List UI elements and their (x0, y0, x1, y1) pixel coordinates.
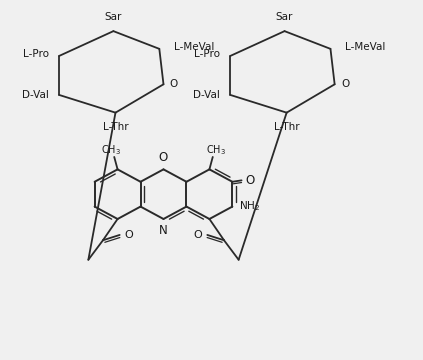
Text: L-Thr: L-Thr (274, 122, 299, 131)
Text: O: O (170, 79, 178, 89)
Text: O: O (341, 79, 349, 89)
Text: O: O (245, 174, 254, 186)
Text: Sar: Sar (276, 12, 293, 22)
Text: L-MeVal: L-MeVal (345, 42, 385, 52)
Text: L-Pro: L-Pro (194, 49, 220, 59)
Text: D-Val: D-Val (193, 90, 220, 100)
Text: L-MeVal: L-MeVal (174, 42, 214, 52)
Text: O: O (125, 230, 133, 240)
Text: L-Thr: L-Thr (103, 122, 128, 131)
Text: Sar: Sar (105, 12, 122, 22)
Text: CH$_3$: CH$_3$ (101, 143, 121, 157)
Text: N: N (159, 224, 168, 237)
Text: L-Pro: L-Pro (23, 49, 49, 59)
Text: O: O (159, 151, 168, 164)
Text: D-Val: D-Val (22, 90, 49, 100)
Text: CH$_3$: CH$_3$ (206, 143, 226, 157)
Text: O: O (194, 230, 202, 240)
Text: NH$_2$: NH$_2$ (239, 200, 260, 213)
